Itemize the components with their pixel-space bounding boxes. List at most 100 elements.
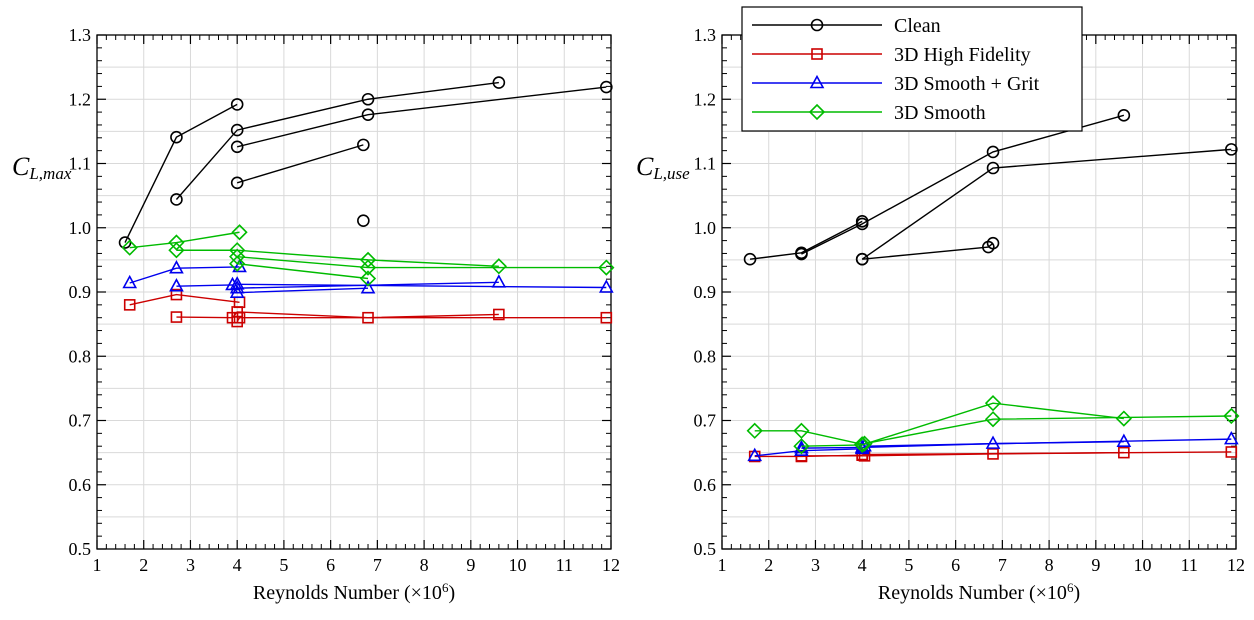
- right-data-point: [984, 411, 1002, 428]
- left-x-tick-label: 9: [466, 555, 475, 575]
- legend-item: Clean: [752, 15, 941, 37]
- right-data-point: [985, 435, 1001, 449]
- left-data-point: [492, 76, 506, 89]
- left-x-tick-label: 11: [556, 555, 573, 575]
- right-data-point: [748, 450, 761, 463]
- legend-label: 3D Smooth: [894, 102, 986, 124]
- right-data-point: [986, 145, 1000, 159]
- right-data-point: [1115, 410, 1132, 427]
- legend-label: Clean: [894, 15, 941, 37]
- left-data-point: [123, 299, 136, 311]
- right-y-axis-title-sub: L,use: [652, 164, 690, 183]
- right-data-point: [1117, 109, 1131, 122]
- left-x-tick-label: 12: [602, 555, 620, 575]
- left-series-line: [124, 103, 238, 243]
- left-y-axis-title: CL,max: [12, 152, 72, 183]
- left-series-line: [129, 266, 240, 284]
- right-series-line: [801, 114, 1125, 255]
- left-x-axis-title-sup: 6: [442, 580, 449, 595]
- left-data-point: [357, 214, 370, 227]
- legend-item: 3D Smooth + Grit: [752, 73, 1040, 95]
- left-x-axis-title-main: Reynolds Number (×10: [253, 582, 442, 604]
- right-data-point: [1225, 143, 1238, 156]
- left-data-point: [359, 259, 377, 276]
- right-series-line: [754, 430, 863, 445]
- left-y-tick-label: 0.6: [69, 475, 92, 495]
- left-series-line: [176, 249, 499, 267]
- left-x-tick-label: 1: [93, 555, 102, 575]
- legend: Clean 3D High Fidelity 3D Smooth + Grit 3D …: [741, 6, 1083, 132]
- left-data-point: [229, 284, 245, 298]
- left-data-point: [169, 260, 184, 274]
- right-y-axis-title: CL,use: [636, 152, 690, 183]
- right-data-point: [746, 422, 763, 439]
- left-data-point: [168, 234, 185, 251]
- left-y-axis-title-main: C: [12, 152, 30, 181]
- right-y-tick-label: 0.7: [694, 411, 717, 431]
- right-x-tick-label: 4: [858, 555, 867, 575]
- right-x-axis-title-close: ): [1073, 582, 1080, 604]
- left-x-tick-label: 4: [233, 555, 242, 575]
- right-data-point: [986, 236, 1000, 250]
- right-x-tick-label: 10: [1134, 555, 1152, 575]
- left-data-point: [230, 140, 244, 154]
- right-data-point: [856, 435, 873, 452]
- left-data-point: [491, 274, 507, 288]
- right-data-point: [793, 422, 810, 439]
- left-y-axis-title-sub: L,max: [28, 164, 71, 183]
- left-data-point: [168, 242, 185, 259]
- right-y-tick-label: 0.5: [694, 539, 717, 559]
- left-series-line: [236, 317, 607, 322]
- left-data-point: [170, 288, 183, 301]
- right-x-tick-label: 8: [1045, 555, 1054, 575]
- left-data-point: [493, 308, 505, 321]
- right-y-tick-label: 1.1: [694, 154, 717, 174]
- right-x-tick-label: 2: [764, 555, 773, 575]
- right-data-point: [855, 217, 869, 231]
- right-y-axis-title-main: C: [636, 152, 654, 181]
- left-data-point: [169, 278, 184, 292]
- left-x-tick-label: 5: [279, 555, 288, 575]
- right-x-tick-label: 3: [811, 555, 820, 575]
- right-data-point: [856, 448, 868, 461]
- legend-box: [741, 6, 1083, 132]
- left-data-point: [231, 224, 248, 241]
- legend-marker: [811, 48, 823, 60]
- left-series-line: [129, 231, 240, 249]
- left-x-tick-label: 10: [509, 555, 527, 575]
- left-data-point: [121, 239, 138, 256]
- left-y-tick-label: 1.0: [69, 218, 92, 238]
- left-y-tick-label: 0.7: [69, 411, 92, 431]
- legend-marker: [809, 74, 825, 89]
- left-series-line: [236, 144, 364, 184]
- right-data-point: [747, 447, 763, 462]
- left-series-diamond: [121, 224, 615, 287]
- right-series-line: [754, 448, 863, 457]
- left-data-point: [233, 311, 246, 324]
- right-data-point: [984, 395, 1002, 412]
- right-x-tick-label: 1: [718, 555, 727, 575]
- left-y-tick-label: 0.8: [69, 346, 92, 366]
- left-y-tick-label: 1.2: [69, 89, 92, 109]
- left-data-point: [598, 279, 614, 293]
- left-data-point: [122, 274, 138, 289]
- left-data-point: [230, 123, 244, 137]
- left-data-point: [600, 80, 613, 94]
- left-y-tick-label: 1.3: [69, 25, 92, 45]
- left-x-tick-label: 6: [326, 555, 335, 575]
- left-data-point: [357, 138, 370, 152]
- right-data-point: [795, 247, 808, 261]
- left-series-line: [237, 263, 369, 280]
- left-data-point: [229, 276, 245, 290]
- right-x-tick-label: 7: [998, 555, 1007, 575]
- left-data-point: [598, 259, 615, 276]
- right-data-point: [743, 252, 757, 266]
- right-y-tick-label: 1.3: [694, 25, 717, 45]
- right-data-point: [855, 252, 869, 266]
- left-data-point: [229, 279, 245, 294]
- left-x-tick-label: 2: [139, 555, 148, 575]
- right-series-circle: [743, 109, 1238, 266]
- left-data-point: [229, 255, 246, 272]
- left-data-point: [230, 176, 244, 190]
